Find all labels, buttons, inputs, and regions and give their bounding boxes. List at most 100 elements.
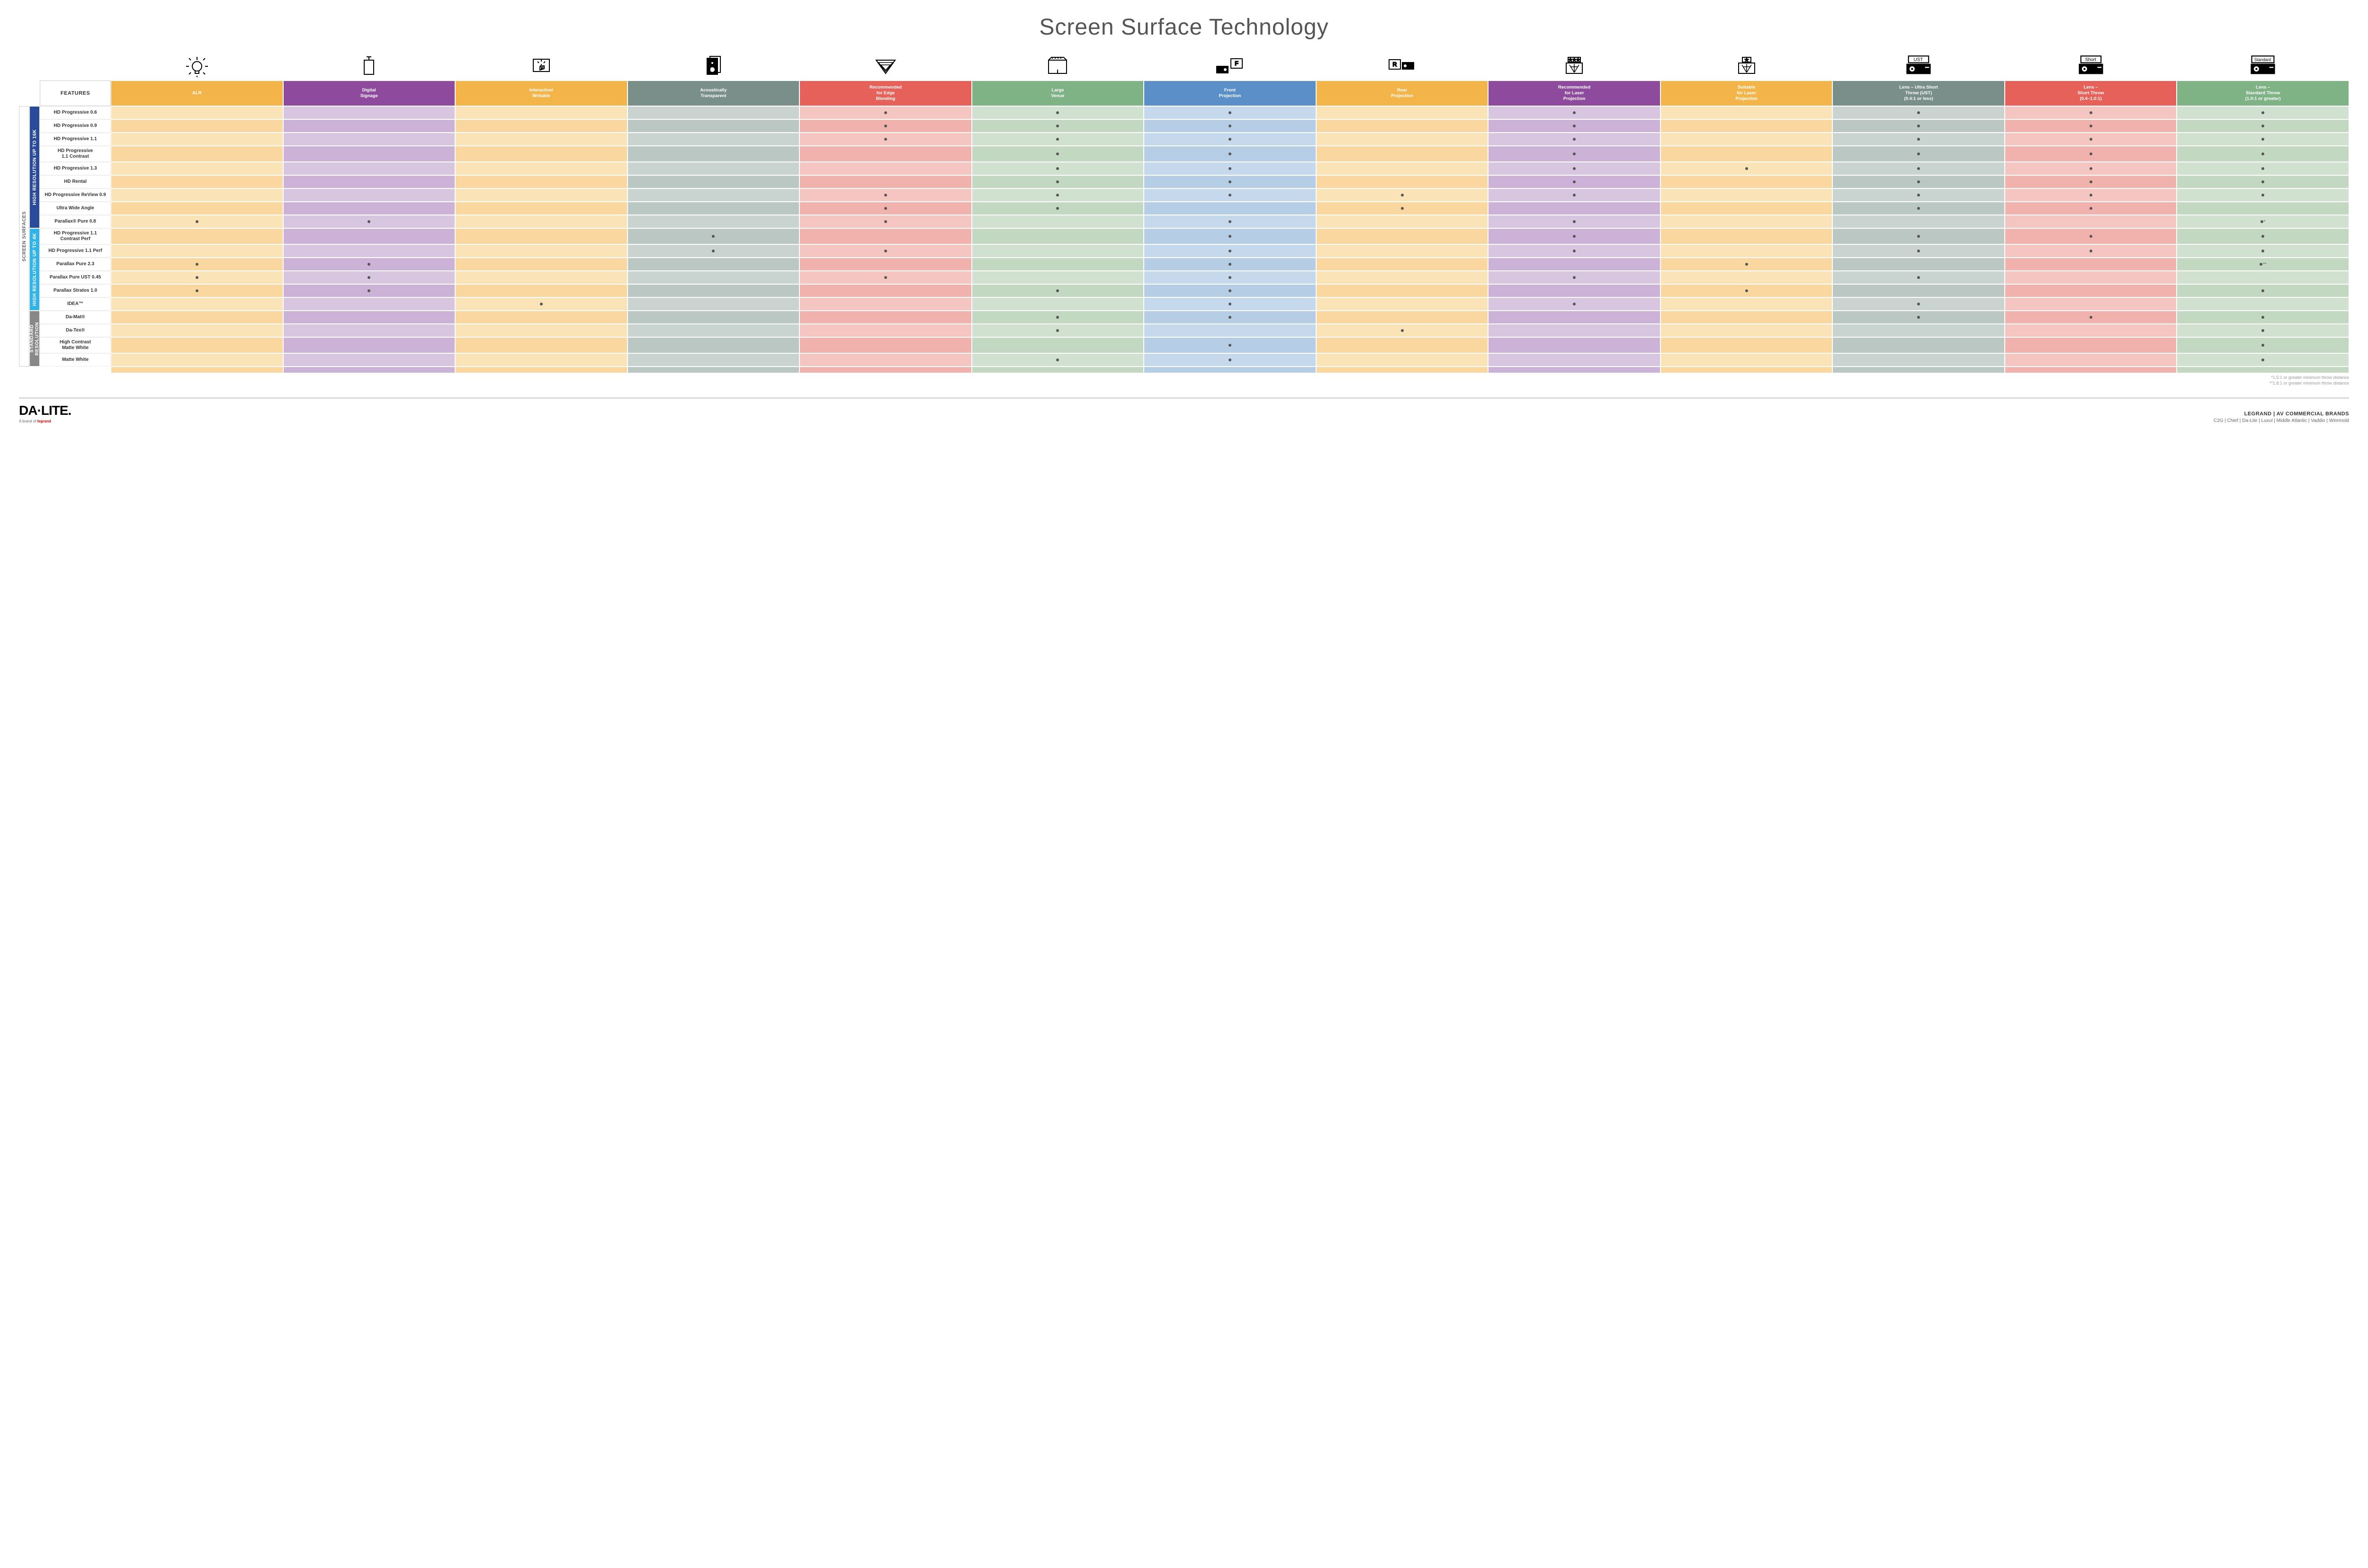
cell-reclaser: [1488, 311, 1660, 324]
cell-digsign: [283, 353, 456, 367]
acoustic-icon: [628, 52, 800, 81]
cell-digsign: [283, 324, 456, 337]
cell-edge: [799, 271, 972, 284]
cell-front: [1144, 337, 1316, 353]
cell-std: [2177, 146, 2349, 162]
cell-venue: [972, 162, 1144, 175]
cell-front: [1144, 106, 1316, 119]
cell-edge: [799, 324, 972, 337]
cell-digsign: [283, 271, 456, 284]
spacer: [111, 367, 283, 373]
cell-interactive: [455, 311, 628, 324]
cell-digsign: [283, 119, 456, 133]
spacer: [972, 367, 1144, 373]
cell-edge: [799, 175, 972, 188]
cell-reclaser: [1488, 202, 1660, 215]
row-label: HD Progressive1.1 Contrast: [40, 146, 111, 162]
cell-edge: [799, 146, 972, 162]
cell-front: [1144, 271, 1316, 284]
cell-rear: [1316, 175, 1489, 188]
cell-acoustic: [628, 353, 800, 367]
cell-digsign: [283, 215, 456, 228]
spacer: [455, 367, 628, 373]
cell-acoustic: [628, 297, 800, 311]
cell-venue: [972, 188, 1144, 202]
cell-venue: [972, 353, 1144, 367]
cell-venue: [972, 258, 1144, 271]
cell-short: [2005, 202, 2177, 215]
cell-venue: [972, 228, 1144, 244]
cell-ust: [1832, 337, 2005, 353]
cell-short: [2005, 162, 2177, 175]
col-head-edge: Recommendedfor EdgeBlending: [799, 81, 972, 106]
cell-interactive: [455, 119, 628, 133]
svg-text:★: ★: [1745, 57, 1749, 62]
cell-acoustic: [628, 133, 800, 146]
cell-short: [2005, 215, 2177, 228]
venue-icon: [972, 52, 1144, 81]
cell-reclaser: [1488, 133, 1660, 146]
cell-short: [2005, 133, 2177, 146]
row-label: High ContrastMatte White: [40, 337, 111, 353]
cell-rear: [1316, 188, 1489, 202]
cell-short: [2005, 337, 2177, 353]
cell-suitlaser: [1660, 311, 1833, 324]
cell-suitlaser: [1660, 244, 1833, 258]
cell-interactive: [455, 228, 628, 244]
cell-ust: [1832, 311, 2005, 324]
cell-ust: [1832, 146, 2005, 162]
cell-alr: [111, 284, 283, 297]
cell-alr: [111, 311, 283, 324]
svg-text:Short: Short: [2085, 58, 2096, 63]
cell-ust: [1832, 228, 2005, 244]
cell-std: [2177, 324, 2349, 337]
cell-reclaser: [1488, 337, 1660, 353]
col-head-venue: LargeVenue: [972, 81, 1144, 106]
col-head-std: Lens –Standard Throw(1.0:1 or greater): [2177, 81, 2349, 106]
row-label: HD Progressive 1.1: [40, 133, 111, 146]
cell-edge: [799, 188, 972, 202]
cell-rear: [1316, 202, 1489, 215]
cell-interactive: [455, 162, 628, 175]
cell-suitlaser: [1660, 119, 1833, 133]
cell-reclaser: [1488, 297, 1660, 311]
row-label: Parallax Stratos 1.0: [40, 284, 111, 297]
cell-reclaser: [1488, 284, 1660, 297]
cell-front: [1144, 175, 1316, 188]
cell-venue: [972, 284, 1144, 297]
cell-std: [2177, 297, 2349, 311]
cell-front: [1144, 244, 1316, 258]
cell-rear: [1316, 284, 1489, 297]
cell-reclaser: [1488, 353, 1660, 367]
cell-acoustic: [628, 119, 800, 133]
cell-short: [2005, 353, 2177, 367]
cell-edge: [799, 284, 972, 297]
cell-front: [1144, 228, 1316, 244]
cell-short: [2005, 311, 2177, 324]
cell-venue: [972, 271, 1144, 284]
cell-interactive: [455, 297, 628, 311]
cell-short: [2005, 244, 2177, 258]
col-head-rear: RearProjection: [1316, 81, 1489, 106]
row-label: Parallax® Pure 0.8: [40, 215, 111, 228]
cell-venue: [972, 119, 1144, 133]
cell-interactive: [455, 337, 628, 353]
cell-std: [2177, 311, 2349, 324]
cell-suitlaser: [1660, 258, 1833, 271]
cell-digsign: [283, 311, 456, 324]
cell-short: [2005, 324, 2177, 337]
cell-suitlaser: [1660, 202, 1833, 215]
features-header: FEATURES: [40, 81, 111, 106]
cell-acoustic: [628, 244, 800, 258]
cell-ust: [1832, 162, 2005, 175]
cell-std: [2177, 353, 2349, 367]
cell-alr: [111, 133, 283, 146]
cell-rear: [1316, 271, 1489, 284]
row-label: HD Progressive 0.9: [40, 119, 111, 133]
cell-acoustic: [628, 311, 800, 324]
cell-venue: [972, 297, 1144, 311]
row-label: Ultra Wide Angle: [40, 202, 111, 215]
brands-title: LEGRAND | AV COMMERCIAL BRANDS: [2214, 411, 2349, 417]
cell-ust: [1832, 119, 2005, 133]
cell-short: [2005, 175, 2177, 188]
